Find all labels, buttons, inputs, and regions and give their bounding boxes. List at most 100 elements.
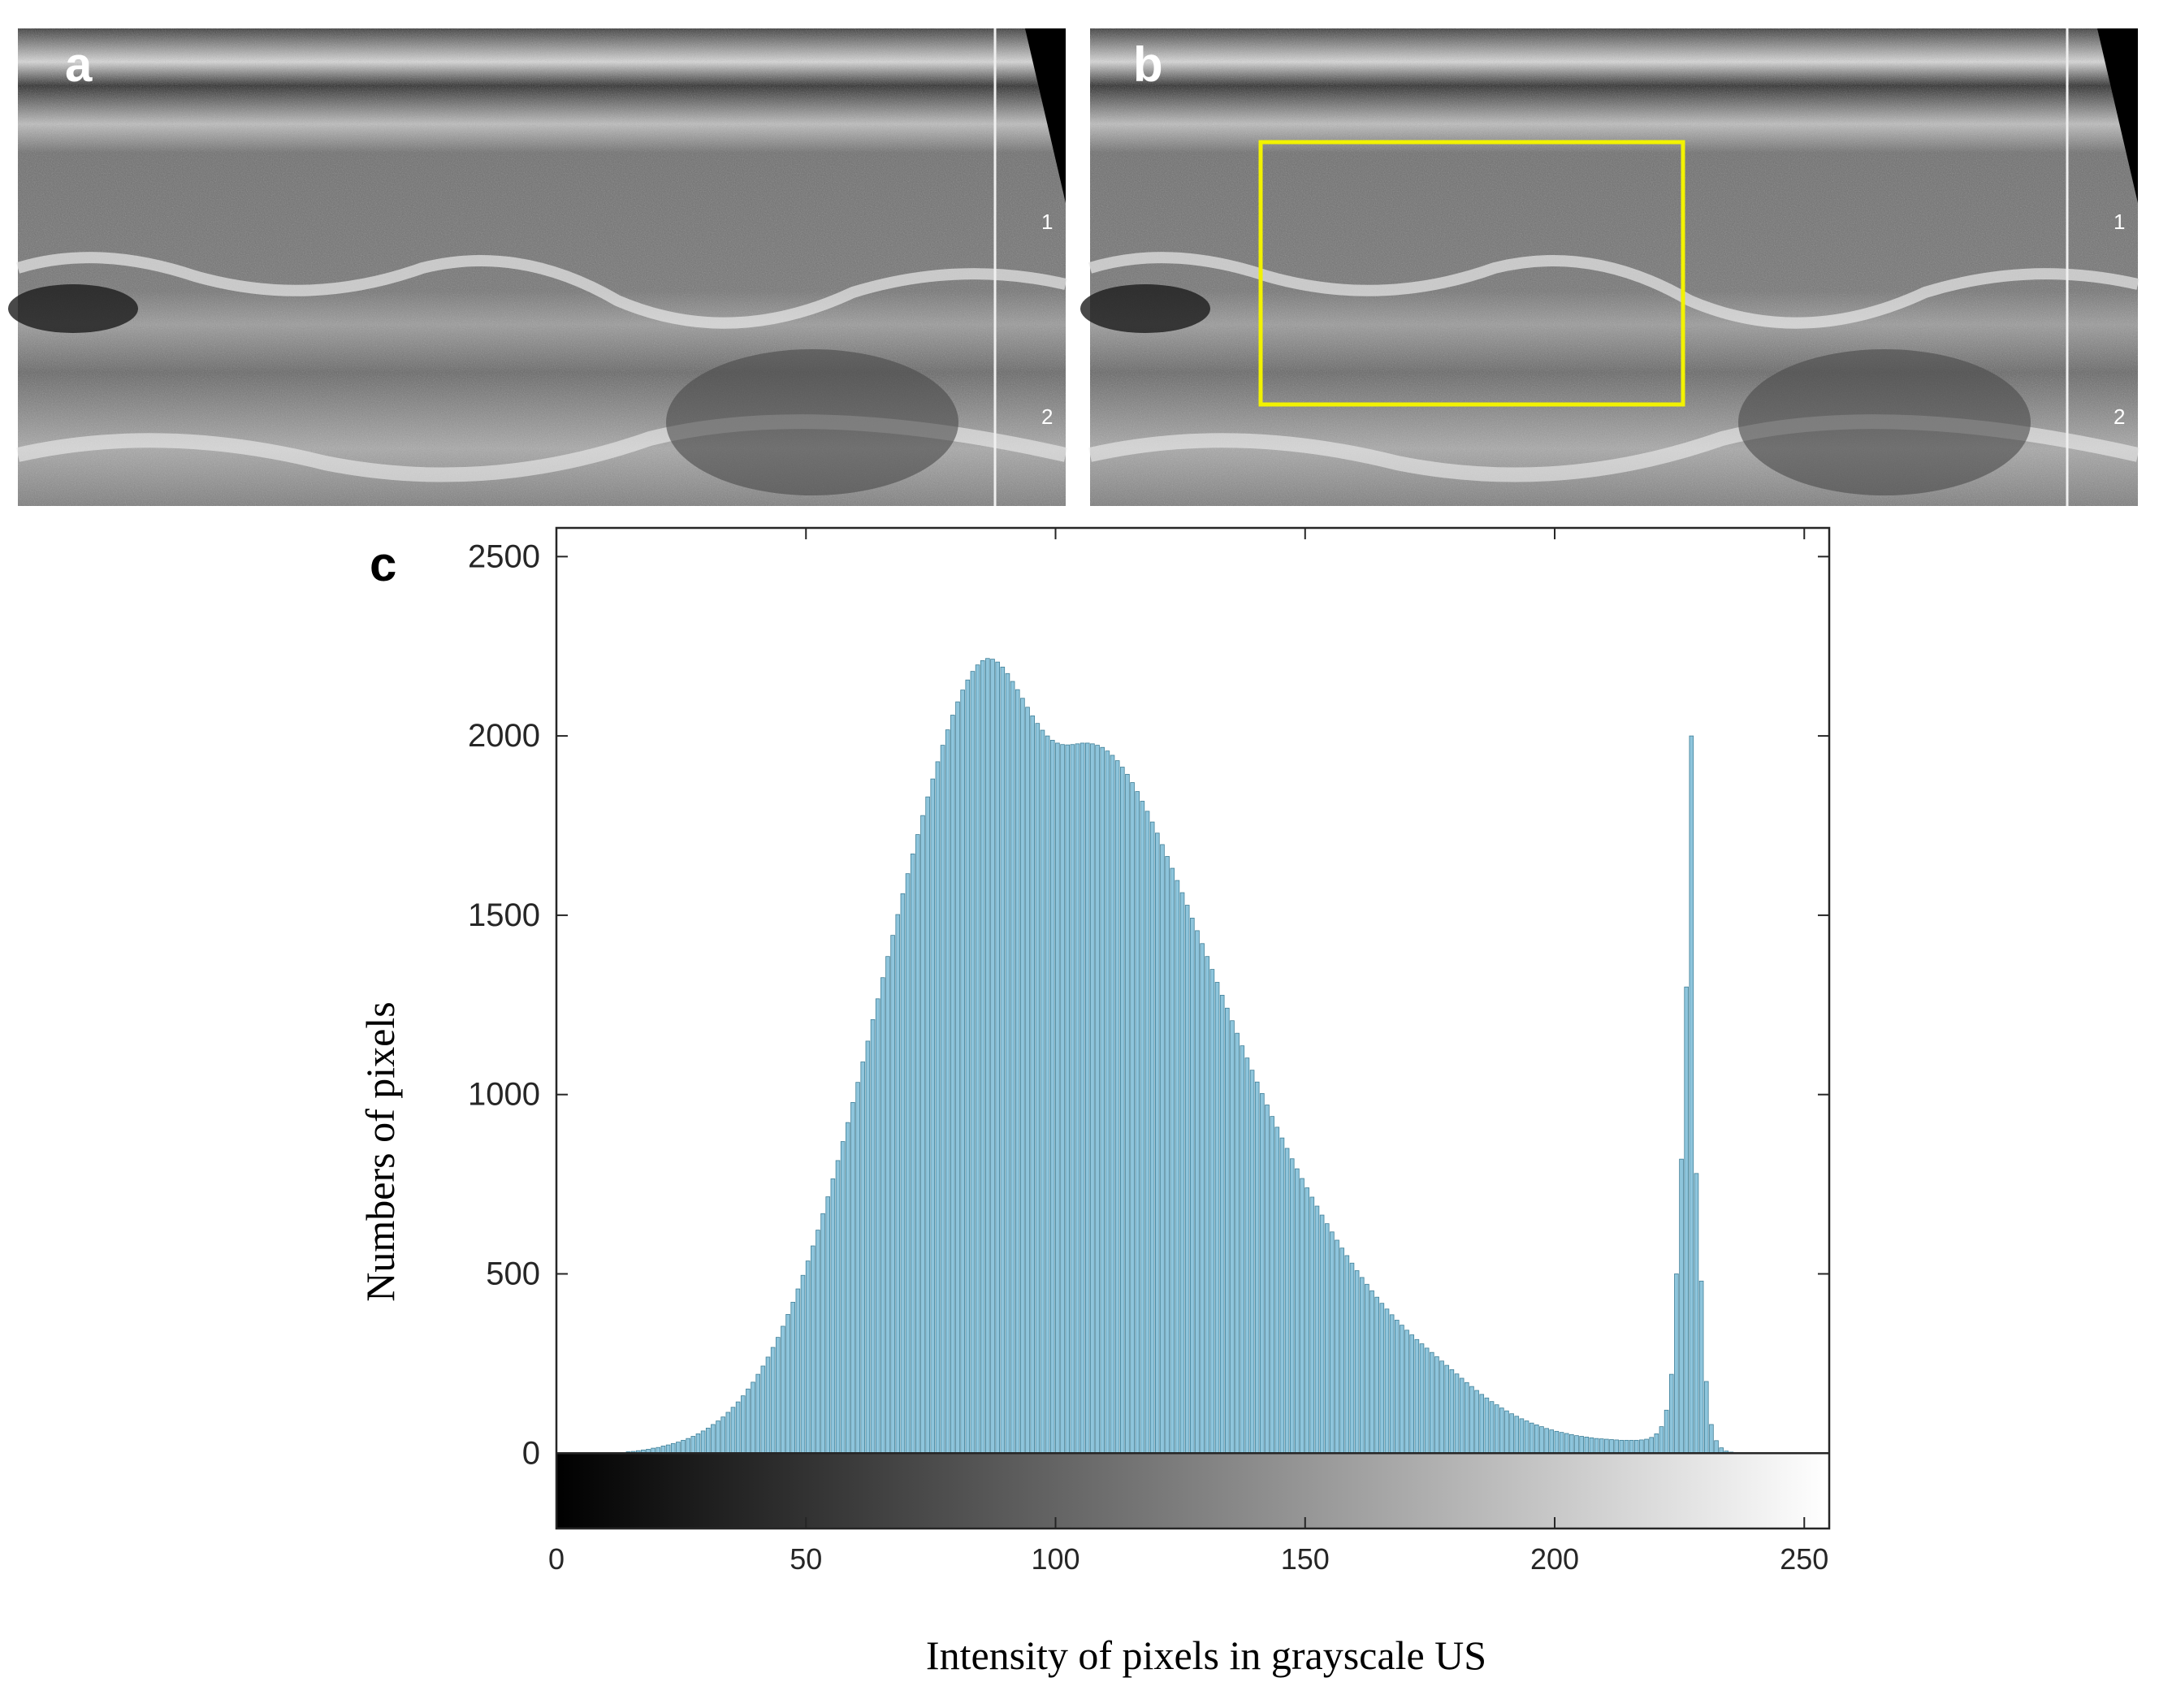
- histogram-bar: [1275, 1127, 1279, 1453]
- histogram-bar: [1365, 1284, 1369, 1453]
- us-scale-mark-a-2: 2: [1041, 404, 1053, 429]
- histogram-bars: [621, 659, 1748, 1454]
- histogram-bar: [1425, 1348, 1429, 1453]
- histogram-bar: [1415, 1339, 1419, 1453]
- histogram-bar: [1131, 783, 1135, 1454]
- histogram-bar: [1325, 1224, 1329, 1454]
- histogram-bar: [1201, 944, 1205, 1453]
- x-axis-title: Intensity of pixels in grayscale US: [926, 1632, 1486, 1678]
- histogram-bar: [1036, 724, 1040, 1454]
- histogram-bar: [796, 1289, 800, 1453]
- x-tick-label: 250: [1780, 1542, 1828, 1576]
- histogram-bar: [1295, 1169, 1299, 1453]
- histogram-bar: [1105, 751, 1110, 1454]
- histogram-bar: [1704, 1382, 1708, 1453]
- histogram-bar: [841, 1142, 845, 1454]
- histogram-bar: [1045, 736, 1049, 1453]
- histogram-bar: [1659, 1427, 1664, 1454]
- y-tick-label: 2500: [468, 538, 540, 574]
- histogram-bar: [806, 1261, 810, 1454]
- histogram-bar: [686, 1438, 690, 1453]
- histogram-bar: [1075, 744, 1080, 1453]
- histogram-bar: [1330, 1232, 1334, 1453]
- histogram-bar: [1140, 801, 1144, 1453]
- histogram-bar: [1634, 1440, 1638, 1453]
- histogram-bar: [746, 1389, 751, 1453]
- histogram-bar: [1639, 1440, 1643, 1453]
- histogram-bar: [851, 1102, 855, 1453]
- histogram-bar: [1145, 811, 1149, 1453]
- histogram-bar: [1350, 1263, 1354, 1453]
- histogram-bar: [1245, 1058, 1249, 1454]
- us-scale-mark-b-2: 2: [2114, 404, 2125, 429]
- histogram-bar: [1430, 1352, 1434, 1453]
- histogram-bar: [1410, 1335, 1414, 1454]
- histogram-bar: [945, 730, 950, 1454]
- histogram-bar: [736, 1402, 740, 1453]
- histogram-bar: [1041, 730, 1045, 1453]
- histogram-bar: [1190, 918, 1194, 1453]
- histogram-bar: [906, 874, 910, 1454]
- histogram-bar: [1305, 1188, 1309, 1454]
- histogram-bar: [1026, 707, 1030, 1453]
- histogram-bar: [976, 665, 980, 1454]
- histogram-bar: [1400, 1325, 1404, 1454]
- histogram-bar: [1345, 1256, 1349, 1453]
- histogram-bar: [1385, 1309, 1389, 1454]
- histogram-bar: [1505, 1411, 1509, 1453]
- histogram-bar: [1545, 1429, 1549, 1453]
- histogram-bar: [1520, 1419, 1524, 1453]
- histogram-bar: [1300, 1178, 1304, 1453]
- histogram-bar: [1250, 1070, 1254, 1454]
- histogram-bar: [821, 1213, 825, 1453]
- histogram-bar: [721, 1417, 725, 1454]
- histogram-bar: [1175, 880, 1179, 1453]
- panel-label-b: b: [1133, 37, 1163, 92]
- histogram-bar: [1655, 1433, 1659, 1453]
- y-tick-label: 1000: [468, 1077, 540, 1113]
- histogram-bar: [1625, 1440, 1629, 1453]
- x-tick-label: 50: [790, 1542, 822, 1576]
- histogram-bar: [1405, 1330, 1409, 1453]
- panel-label-a: a: [65, 37, 93, 92]
- histogram-bar: [985, 659, 989, 1454]
- histogram-bar: [880, 978, 885, 1454]
- histogram-bar: [816, 1230, 820, 1454]
- histogram-bar: [726, 1412, 730, 1453]
- histogram-bar: [1170, 868, 1175, 1453]
- histogram-bar: [956, 702, 960, 1453]
- histogram-bar: [1620, 1440, 1624, 1453]
- histogram-bar: [936, 762, 940, 1453]
- histogram-bar: [661, 1446, 665, 1453]
- histogram-bar: [871, 1019, 875, 1453]
- y-tick-label: 0: [522, 1435, 540, 1471]
- histogram-bar: [991, 659, 995, 1454]
- histogram-bar: [1266, 1105, 1270, 1453]
- histogram-bar: [756, 1374, 760, 1453]
- histogram-bar: [1680, 1159, 1684, 1453]
- histogram-bar: [1085, 743, 1089, 1453]
- histogram-bar: [1210, 970, 1214, 1454]
- histogram-bar: [1061, 745, 1065, 1454]
- histogram-bar: [1694, 1174, 1698, 1453]
- histogram-bar: [1196, 931, 1200, 1453]
- panel-label-c: c: [370, 537, 396, 591]
- histogram-bar: [1560, 1433, 1564, 1454]
- histogram-bar: [1710, 1425, 1714, 1453]
- histogram-bar: [1615, 1440, 1619, 1453]
- histogram-bar: [1575, 1436, 1579, 1454]
- histogram-bar: [1066, 745, 1070, 1453]
- histogram-bar: [706, 1428, 710, 1453]
- histogram-bar: [866, 1041, 870, 1453]
- histogram-bar: [1590, 1438, 1594, 1453]
- histogram-bar: [786, 1314, 790, 1453]
- histogram-bar: [1490, 1402, 1494, 1454]
- histogram-bar: [1031, 716, 1035, 1453]
- histogram-bar: [941, 746, 945, 1454]
- histogram-bar: [1285, 1148, 1289, 1453]
- histogram-bar: [1215, 982, 1219, 1453]
- histogram-bar: [950, 716, 954, 1454]
- histogram-bar: [1510, 1414, 1514, 1454]
- histogram-bar: [1056, 743, 1060, 1453]
- histogram-bar: [1006, 673, 1010, 1453]
